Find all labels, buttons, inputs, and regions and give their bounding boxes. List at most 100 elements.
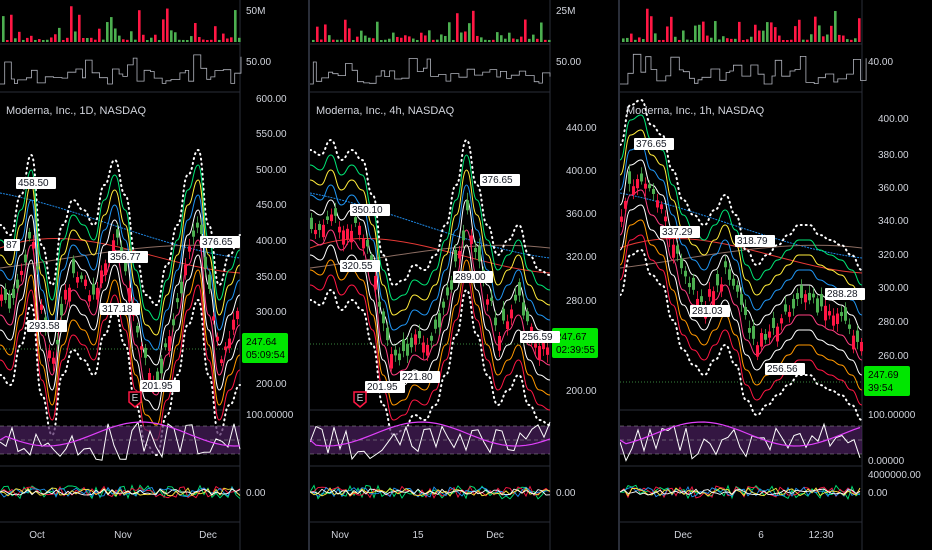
volume-bar [316,26,319,42]
candle [334,208,337,216]
volume-scale-label: 50M [246,6,265,17]
volume-bar [846,39,849,42]
volume-bar [650,16,653,42]
candle [514,294,517,301]
price-label: 317.18 [102,304,133,315]
candle [716,274,719,286]
candle [628,171,631,184]
volume-bar [786,39,789,42]
volume-bar [368,37,371,42]
candle [800,285,803,298]
volume-bar [360,30,363,42]
price-tick-label: 320.00 [566,252,597,263]
candle [394,349,397,356]
volume-bar [202,39,205,42]
candle [636,179,639,189]
macd-line [620,484,861,501]
candle [740,294,743,305]
chart-pane-1h[interactable]: 40.00 400.00 380.00 360.00 340.00 320.00 300.0… [620,0,932,550]
volume-bar [480,37,483,42]
volume-bar [806,39,809,42]
volume-bar [520,36,523,42]
candle [342,230,345,245]
price-tick-label: 300.00 [256,307,287,318]
candle [656,200,659,208]
price-label: 256.59 [522,332,553,343]
candle [852,335,855,350]
candle [664,216,667,222]
candle [330,214,333,222]
volume-scale-label: 25M [556,6,575,17]
chart-pane-1d[interactable]: 50M 50.00 600.00 550.00 500.00 450.00 400.00 35… [0,0,308,550]
volume-bar [82,38,85,42]
volume-bar [794,26,797,42]
candle [474,247,477,253]
candle [752,326,755,339]
volume-bar [544,39,547,42]
chart-pane-4h[interactable]: 25M 50.00 440.00 400.00 360.00 320.00 280.00 24… [310,0,618,550]
volume-bar [198,37,201,42]
candle [40,304,43,310]
envelope-band [620,129,863,301]
volume-bar [476,35,479,42]
volume-bar [842,35,845,42]
pane-divider[interactable] [618,0,620,550]
candle [366,240,369,247]
candle [792,298,795,309]
macd-line [620,485,861,498]
envelope-band [0,148,241,307]
volume-bar [324,24,327,42]
chart-canvas-1h[interactable]: 40.00 400.00 380.00 360.00 340.00 320.00 300.0… [620,0,932,550]
envelope-band [310,199,551,346]
candle [712,291,715,306]
time-axis-label: 15 [412,530,424,541]
candle [526,311,529,322]
volume-bar [428,30,431,42]
volume-bar [348,28,351,42]
candle [144,347,147,358]
volume-bar [166,8,169,42]
candle [20,270,23,276]
volume-bar [694,25,697,42]
chart-canvas-4h[interactable]: 25M 50.00 440.00 400.00 360.00 320.00 280.00 24… [310,0,618,550]
price-label: 350.10 [352,205,383,216]
price-tick-label: 320.00 [878,250,909,261]
candle [632,186,635,195]
candle [538,345,541,360]
volume-bar [126,39,129,42]
price-tick-label: 280.00 [566,296,597,307]
price-label: 376.65 [202,237,233,248]
price-label: 221.80 [402,372,433,383]
volume-bar [234,10,237,42]
volume-bar [210,39,213,42]
pane-divider[interactable] [308,0,310,550]
candle [120,247,123,255]
candle [820,294,823,307]
candle [828,311,831,316]
volume-bar [226,38,229,42]
volume-bar [734,38,737,42]
volume-bar [798,19,801,42]
volume-bar [98,28,101,42]
volume-bar [726,38,729,42]
envelope-band [310,229,551,376]
volume-bar [682,30,685,42]
volume-bar [146,39,149,42]
earnings-marker [353,391,367,408]
candle [426,344,429,356]
candle [422,342,425,353]
volume-bar [472,10,475,42]
current-price-tag [864,366,910,396]
volume-bar [774,27,777,42]
candle [100,270,103,284]
volume-bar [424,35,427,42]
candle [640,173,643,182]
price-label-box [140,380,180,392]
candle [56,339,59,345]
chart-canvas-1d[interactable]: 50M 50.00 600.00 550.00 500.00 450.00 400.00 35… [0,0,308,550]
candle [192,230,195,237]
candle [808,292,811,301]
candle [52,357,55,364]
indicator-scale-label: 50.00 [556,57,581,68]
candle [644,183,647,189]
